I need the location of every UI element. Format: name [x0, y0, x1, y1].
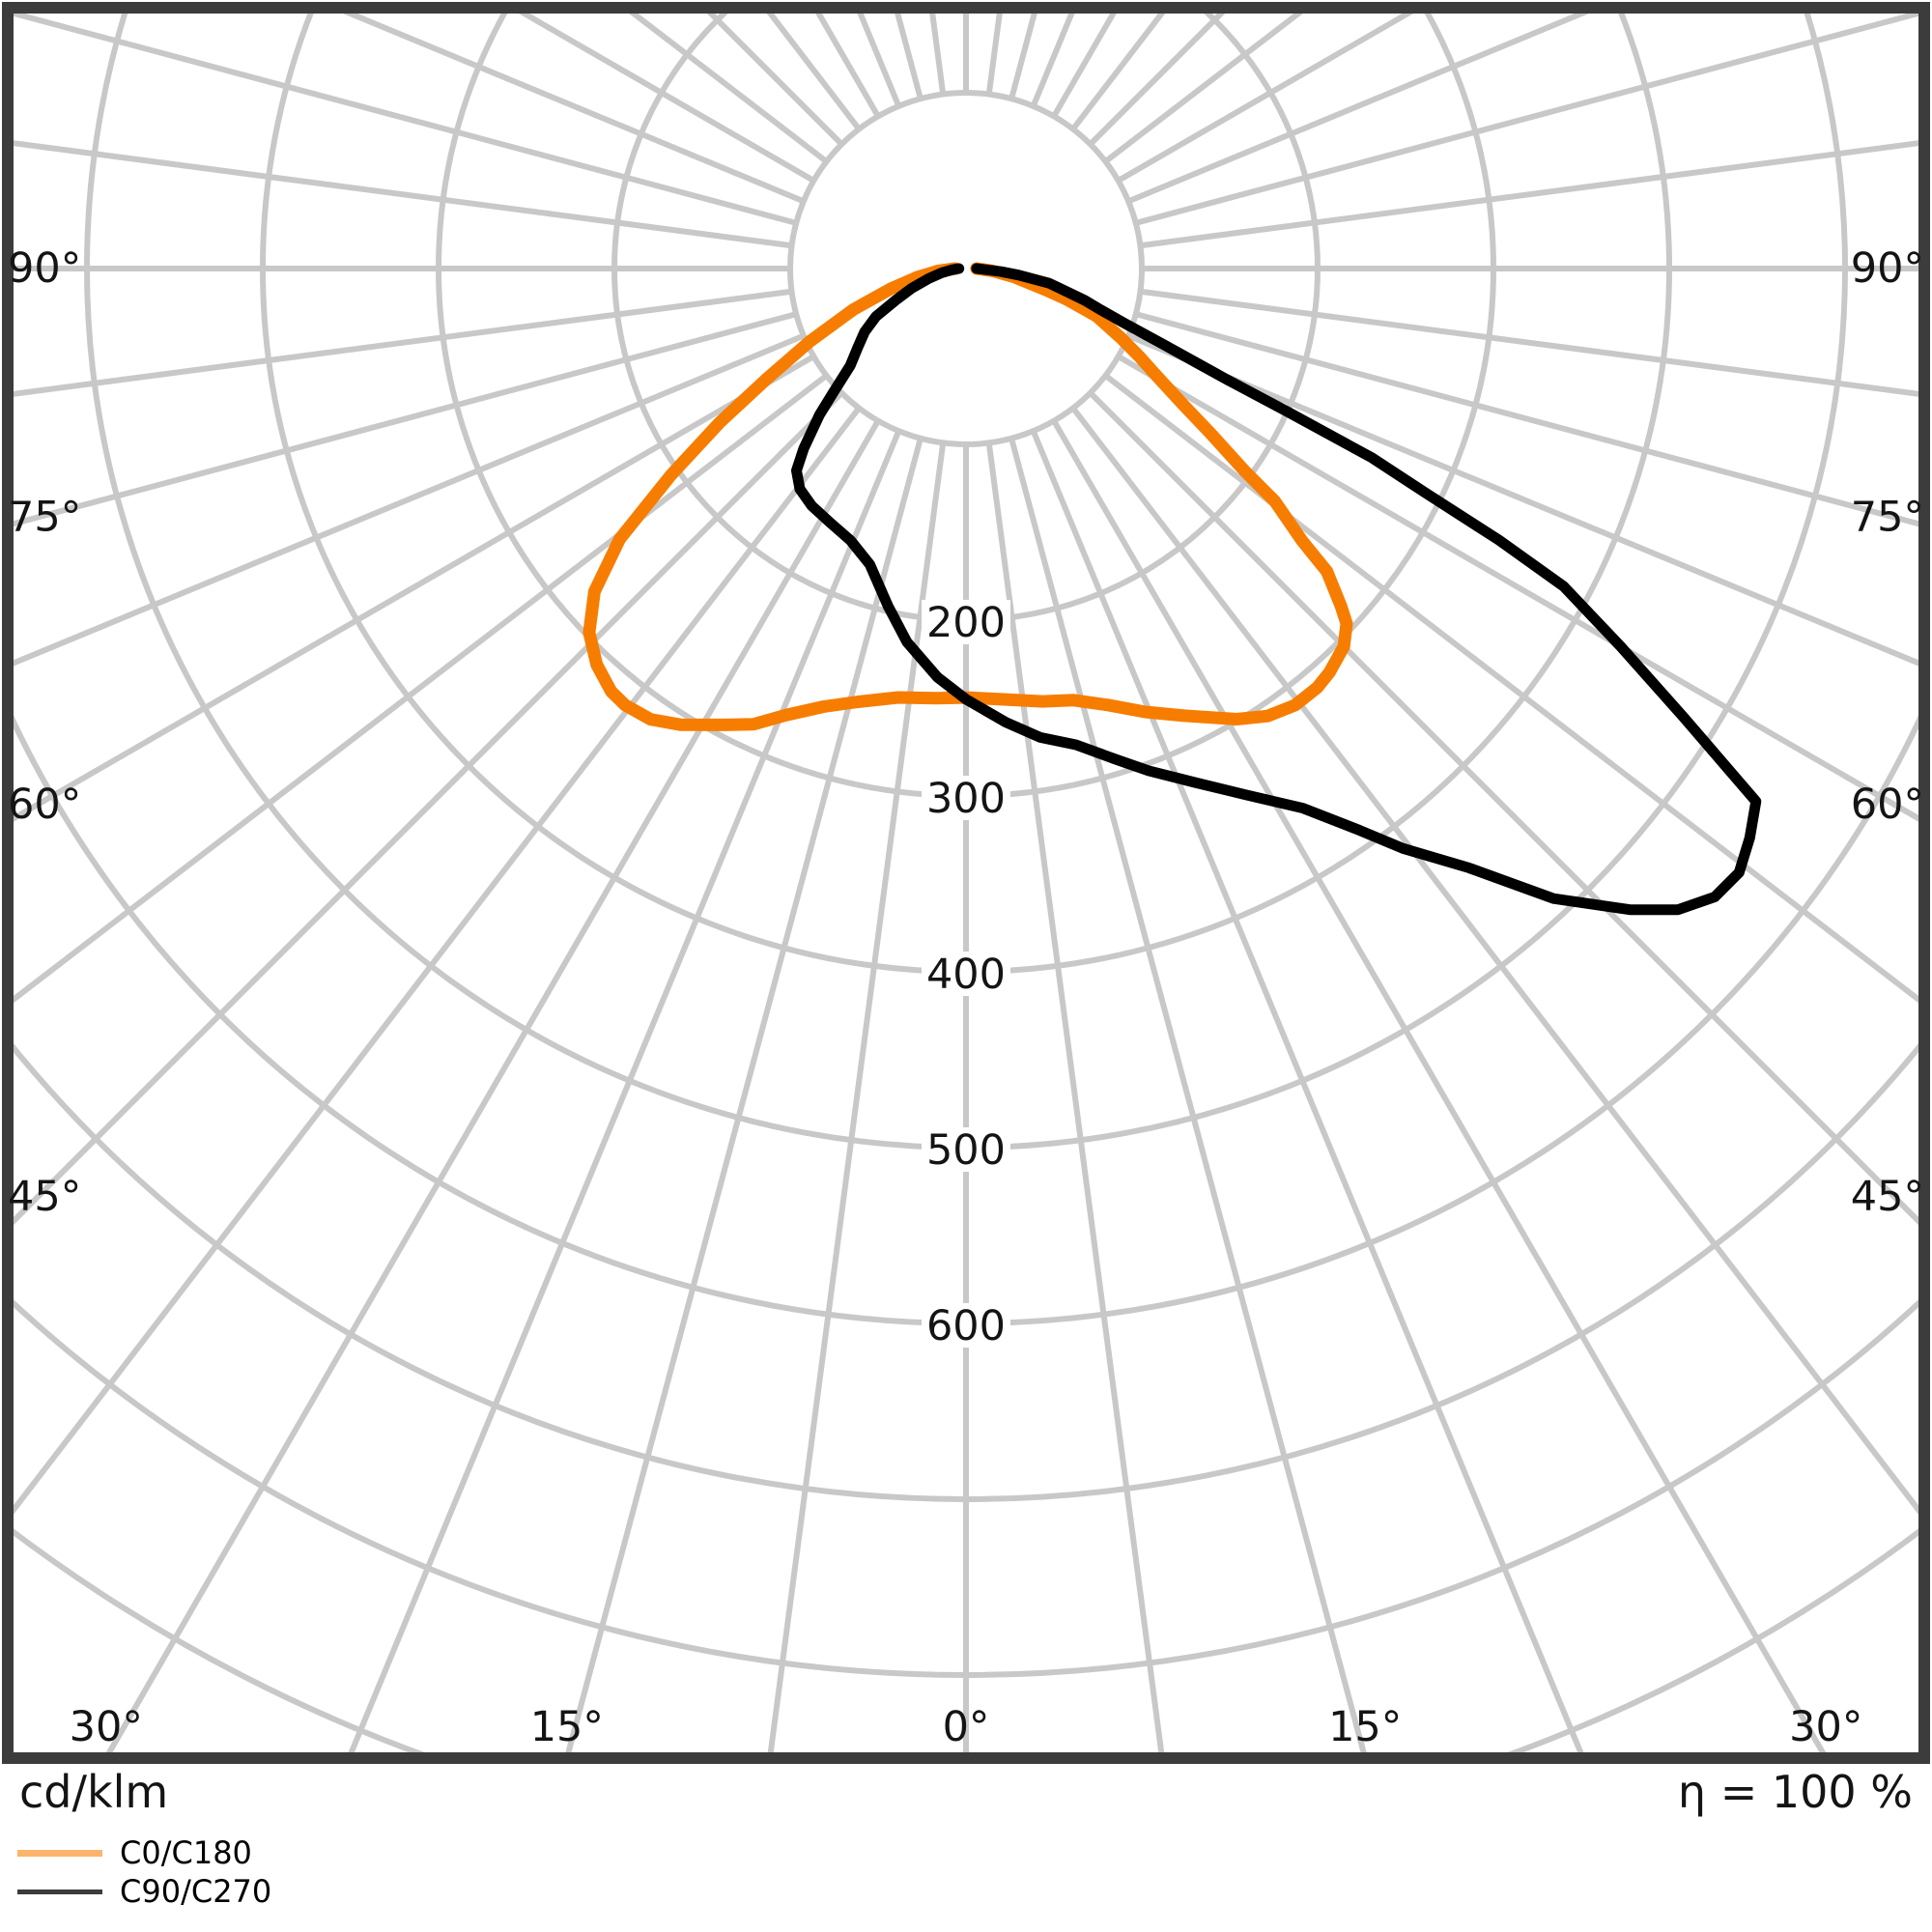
angle-label-right-60: 60° — [1851, 781, 1924, 829]
grid-ray — [1135, 9, 1924, 226]
angle-label-left-60: 60° — [8, 781, 81, 829]
grid-ray — [102, 419, 881, 1758]
radial-tick-mask — [922, 776, 1010, 820]
radial-tick-label: 400 — [926, 951, 1006, 999]
chart-frame — [2, 2, 1930, 1764]
angle-label-bottom--30: 30° — [70, 1703, 143, 1751]
grid-ray — [328, 8, 806, 205]
grid-ray — [1135, 311, 1924, 528]
grid-ray — [8, 390, 844, 1232]
radial-tick-mask — [922, 952, 1010, 996]
grid-ray — [1051, 419, 1830, 1758]
curve-c90-c270 — [791, 263, 1762, 916]
radial-tick-label: 200 — [926, 599, 1006, 647]
grid-ray — [8, 288, 792, 398]
grid-ray — [1126, 332, 1924, 669]
radial-tick-mask — [922, 1303, 1010, 1348]
angle-label-bottom-30: 30° — [1789, 1703, 1862, 1751]
polar-grid — [8, 8, 1924, 1758]
grid-ray — [346, 429, 902, 1758]
grid-ray — [8, 406, 862, 1522]
grid-ray — [563, 438, 923, 1758]
angle-label-right-90: 90° — [1851, 244, 1924, 293]
angle-label-left-45: 45° — [8, 1173, 81, 1221]
legend-row-c0-c180: C0/C180 — [17, 1833, 271, 1872]
curve-c0-c180 — [582, 262, 1353, 731]
grid-ray — [766, 442, 947, 1758]
grid-ray — [1117, 354, 1924, 826]
angle-label-bottom-15: 15° — [1328, 1703, 1402, 1751]
grid-ray — [1140, 288, 1924, 398]
grid-ray — [8, 9, 797, 226]
legend-swatch-c0-c180 — [17, 1849, 102, 1857]
legend-row-c90-c270: C90/C270 — [17, 1872, 271, 1911]
grid-ray — [1126, 8, 1604, 205]
grid-circle-800 — [8, 1293, 1924, 1678]
efficiency-label: η = 100 % — [1677, 1766, 1913, 1818]
grid-circle-700 — [8, 1036, 1924, 1502]
grid-ray — [1030, 429, 1586, 1758]
grid-ray — [1140, 139, 1924, 249]
unit-label: cd/klm — [19, 1766, 169, 1818]
grid-ray — [1088, 390, 1924, 1232]
radial-tick-label: 300 — [926, 775, 1006, 823]
radial-tick-label: 600 — [926, 1302, 1006, 1350]
grid-ray — [1070, 406, 1924, 1522]
grid-circle-100 — [787, 90, 1145, 447]
angle-label-bottom--15: 15° — [530, 1703, 604, 1751]
radial-tick-mask — [922, 600, 1010, 644]
grid-ray — [1070, 8, 1170, 131]
radial-tick-label: 500 — [926, 1126, 1006, 1175]
angle-label-left-75: 75° — [8, 493, 81, 541]
polar-chart: 200 300 400 500 600 90° 90° 75° 75° 60° 60° 45° 45° 3… — [2, 2, 1930, 1764]
legend: C0/C180 C90/C270 — [17, 1833, 271, 1911]
grid-ray — [1103, 373, 1924, 1008]
grid-ray — [8, 139, 792, 249]
grid-ray — [1009, 438, 1369, 1758]
angle-label-left-90: 90° — [8, 244, 81, 293]
grid-ray — [8, 373, 829, 1008]
grid-ray — [8, 311, 797, 528]
angle-label-right-75: 75° — [1851, 493, 1924, 541]
grid-ray — [985, 442, 1166, 1758]
legend-label-c90-c270: C90/C270 — [120, 1873, 272, 1910]
legend-swatch-c90-c270 — [17, 1889, 102, 1894]
grid-ray — [762, 8, 862, 131]
angle-label-right-45: 45° — [1851, 1173, 1924, 1221]
grid-ray — [8, 332, 806, 669]
angle-label-bottom-0: 0° — [943, 1703, 990, 1751]
grid-ray — [8, 354, 815, 826]
radial-tick-mask — [922, 1127, 1010, 1172]
legend-label-c0-c180: C0/C180 — [120, 1834, 252, 1871]
